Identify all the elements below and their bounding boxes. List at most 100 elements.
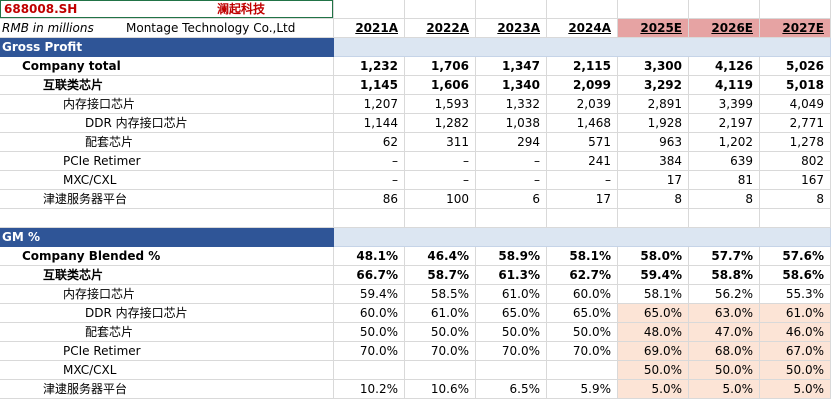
value-cell[interactable]: 66.7% bbox=[334, 266, 405, 285]
value-cell[interactable]: 1,202 bbox=[689, 133, 760, 152]
value-cell[interactable]: 58.6% bbox=[760, 266, 831, 285]
value-cell[interactable]: 65.0% bbox=[476, 304, 547, 323]
cell[interactable] bbox=[760, 0, 831, 19]
value-cell[interactable]: 59.4% bbox=[618, 266, 689, 285]
value-cell[interactable]: – bbox=[547, 171, 618, 190]
input-cell[interactable]: 46.0% bbox=[760, 323, 831, 342]
value-cell[interactable]: 58.9% bbox=[476, 247, 547, 266]
value-cell[interactable]: 58.5% bbox=[405, 285, 476, 304]
value-cell[interactable]: 2,099 bbox=[547, 76, 618, 95]
value-cell[interactable]: 1,144 bbox=[334, 114, 405, 133]
input-cell[interactable]: 47.0% bbox=[689, 323, 760, 342]
row-label[interactable]: 津逮服务器平台 bbox=[0, 380, 334, 399]
value-cell[interactable]: 65.0% bbox=[547, 304, 618, 323]
input-cell[interactable]: 67.0% bbox=[760, 342, 831, 361]
year-header[interactable]: 2022A bbox=[405, 19, 476, 38]
cell[interactable] bbox=[618, 0, 689, 19]
cell[interactable] bbox=[405, 0, 476, 19]
value-cell[interactable]: 59.4% bbox=[334, 285, 405, 304]
input-cell[interactable]: 63.0% bbox=[689, 304, 760, 323]
row-label[interactable]: 内存接口芯片 bbox=[0, 95, 334, 114]
value-cell[interactable]: 571 bbox=[547, 133, 618, 152]
units-cell[interactable]: RMB in millions Montage Technology Co.,L… bbox=[0, 19, 334, 38]
value-cell[interactable]: – bbox=[405, 171, 476, 190]
row-label[interactable]: DDR 内存接口芯片 bbox=[0, 114, 334, 133]
value-cell[interactable]: 48.1% bbox=[334, 247, 405, 266]
input-cell[interactable]: 65.0% bbox=[618, 304, 689, 323]
value-cell[interactable]: 1,706 bbox=[405, 57, 476, 76]
value-cell[interactable]: 46.4% bbox=[405, 247, 476, 266]
cell[interactable] bbox=[689, 0, 760, 19]
value-cell[interactable]: 70.0% bbox=[405, 342, 476, 361]
value-cell[interactable]: 58.8% bbox=[689, 266, 760, 285]
section-header-gm[interactable]: GM % bbox=[0, 228, 334, 247]
cell[interactable] bbox=[618, 209, 689, 228]
value-cell[interactable]: 50.0% bbox=[547, 323, 618, 342]
input-cell[interactable]: 5.0% bbox=[760, 380, 831, 399]
row-label[interactable]: Company total bbox=[0, 57, 334, 76]
value-cell[interactable]: 70.0% bbox=[547, 342, 618, 361]
section-header-gross-profit[interactable]: Gross Profit bbox=[0, 38, 334, 57]
value-cell[interactable]: 2,039 bbox=[547, 95, 618, 114]
value-cell[interactable]: 5,018 bbox=[760, 76, 831, 95]
value-cell[interactable]: 1,207 bbox=[334, 95, 405, 114]
value-cell[interactable]: 61.0% bbox=[405, 304, 476, 323]
value-cell[interactable]: 5.9% bbox=[547, 380, 618, 399]
cell[interactable] bbox=[334, 209, 405, 228]
value-cell[interactable]: 1,347 bbox=[476, 57, 547, 76]
value-cell[interactable] bbox=[476, 361, 547, 380]
cell[interactable] bbox=[760, 209, 831, 228]
input-cell[interactable]: 50.0% bbox=[618, 361, 689, 380]
value-cell[interactable]: 2,115 bbox=[547, 57, 618, 76]
value-cell[interactable]: 2,197 bbox=[689, 114, 760, 133]
value-cell[interactable]: 60.0% bbox=[547, 285, 618, 304]
value-cell[interactable]: 6 bbox=[476, 190, 547, 209]
value-cell[interactable]: 963 bbox=[618, 133, 689, 152]
value-cell[interactable]: 3,292 bbox=[618, 76, 689, 95]
input-cell[interactable]: 50.0% bbox=[689, 361, 760, 380]
value-cell[interactable]: 62 bbox=[334, 133, 405, 152]
value-cell[interactable]: 4,126 bbox=[689, 57, 760, 76]
value-cell[interactable]: 167 bbox=[760, 171, 831, 190]
cell[interactable] bbox=[547, 209, 618, 228]
year-header-estimate[interactable]: 2026E bbox=[689, 19, 760, 38]
value-cell[interactable]: – bbox=[476, 171, 547, 190]
value-cell[interactable]: 384 bbox=[618, 152, 689, 171]
value-cell[interactable]: 294 bbox=[476, 133, 547, 152]
value-cell[interactable]: 1,928 bbox=[618, 114, 689, 133]
value-cell[interactable]: – bbox=[334, 152, 405, 171]
row-label[interactable]: 互联类芯片 bbox=[0, 266, 334, 285]
year-header[interactable]: 2021A bbox=[334, 19, 405, 38]
row-label[interactable]: MXC/CXL bbox=[0, 361, 334, 380]
value-cell[interactable]: 2,771 bbox=[760, 114, 831, 133]
value-cell[interactable]: 1,282 bbox=[405, 114, 476, 133]
value-cell[interactable]: 3,300 bbox=[618, 57, 689, 76]
value-cell[interactable]: 70.0% bbox=[476, 342, 547, 361]
cell[interactable] bbox=[334, 0, 405, 19]
value-cell[interactable]: 802 bbox=[760, 152, 831, 171]
row-label[interactable]: 配套芯片 bbox=[0, 133, 334, 152]
row-label[interactable]: 津逮服务器平台 bbox=[0, 190, 334, 209]
year-header-estimate[interactable]: 2027E bbox=[760, 19, 831, 38]
value-cell[interactable]: 1,232 bbox=[334, 57, 405, 76]
value-cell[interactable]: 61.0% bbox=[476, 285, 547, 304]
value-cell[interactable]: 8 bbox=[618, 190, 689, 209]
value-cell[interactable]: 1,038 bbox=[476, 114, 547, 133]
year-header[interactable]: 2024A bbox=[547, 19, 618, 38]
value-cell[interactable]: 1,340 bbox=[476, 76, 547, 95]
value-cell[interactable]: 58.1% bbox=[618, 285, 689, 304]
value-cell[interactable]: 60.0% bbox=[334, 304, 405, 323]
value-cell[interactable]: – bbox=[476, 152, 547, 171]
row-label[interactable]: PCIe Retimer bbox=[0, 342, 334, 361]
value-cell[interactable]: 10.6% bbox=[405, 380, 476, 399]
value-cell[interactable]: 56.2% bbox=[689, 285, 760, 304]
value-cell[interactable]: 8 bbox=[689, 190, 760, 209]
value-cell[interactable]: 50.0% bbox=[405, 323, 476, 342]
value-cell[interactable]: – bbox=[334, 171, 405, 190]
value-cell[interactable]: 4,119 bbox=[689, 76, 760, 95]
value-cell[interactable]: 57.7% bbox=[689, 247, 760, 266]
value-cell[interactable]: 70.0% bbox=[334, 342, 405, 361]
value-cell[interactable]: 1,145 bbox=[334, 76, 405, 95]
value-cell[interactable]: 61.3% bbox=[476, 266, 547, 285]
input-cell[interactable]: 5.0% bbox=[689, 380, 760, 399]
